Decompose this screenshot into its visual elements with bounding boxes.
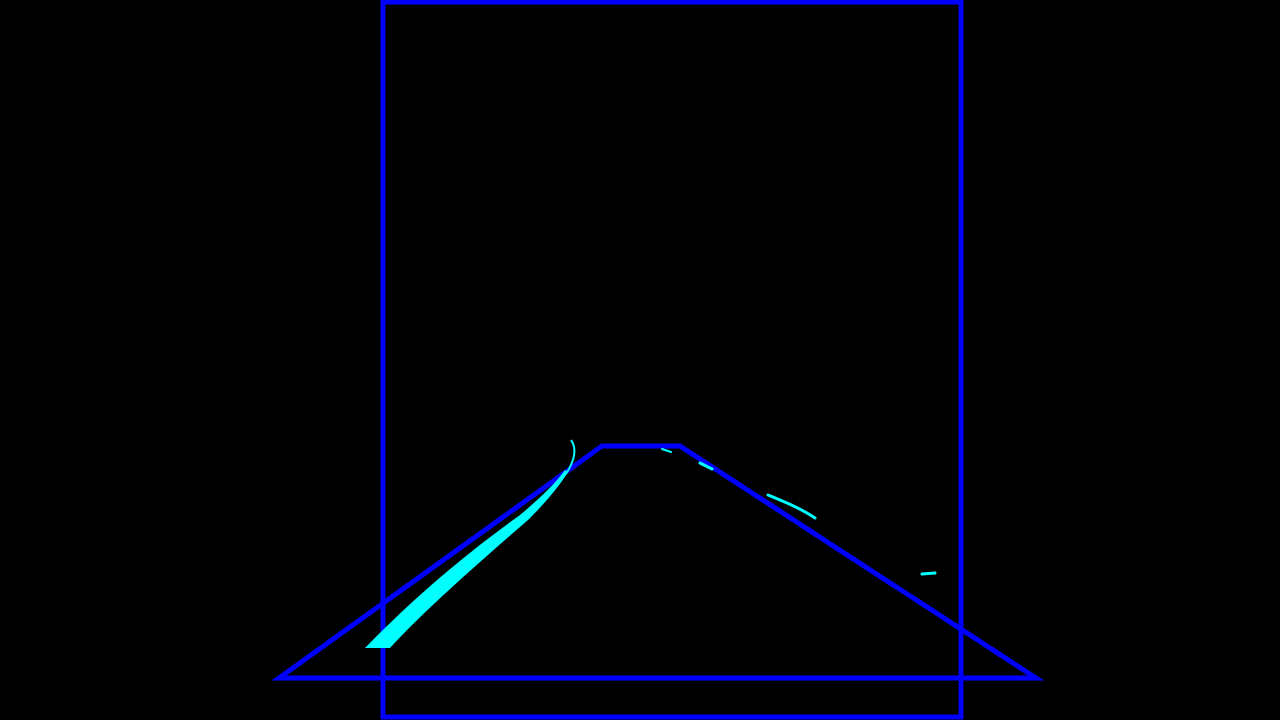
right-lane-segment-1 — [661, 448, 672, 453]
region-box-outline — [380, 0, 964, 720]
right-lane-segment-4 — [920, 571, 937, 576]
right-lane-segment-3 — [766, 493, 817, 520]
right-lane-marking — [661, 448, 937, 576]
roi-trapezoid-outline — [271, 443, 1045, 681]
right-lane-segment-2 — [698, 461, 714, 471]
left-lane-marking — [365, 439, 576, 648]
left-lane-upper-curve — [565, 439, 576, 475]
left-lane-main-strip — [365, 470, 568, 648]
